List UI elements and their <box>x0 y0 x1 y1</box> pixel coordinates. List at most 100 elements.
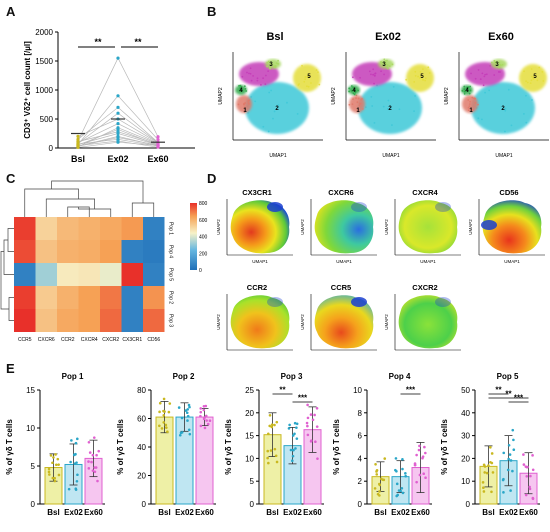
panel-a-point-bsl <box>76 142 80 146</box>
panel-b-cell-dot <box>525 94 527 97</box>
panel-e-point <box>502 491 505 494</box>
panel-e-title: Pop 3 <box>281 372 303 381</box>
panel-b-cell-dot <box>461 89 464 92</box>
panel-e-point <box>383 457 387 460</box>
panel-a-point-bsl <box>76 140 80 144</box>
panel-b-cell-dot <box>493 74 496 76</box>
panel-d-high-cluster <box>351 202 367 212</box>
panel-e-ytick-label: 5 <box>31 462 36 471</box>
panel-b-cell-dot <box>267 60 270 63</box>
heatmap-cell <box>143 217 165 240</box>
panel-e-point <box>202 404 206 408</box>
panel-e-point <box>177 406 181 409</box>
panel-e-point <box>96 479 99 483</box>
panel-d-expression-cloud <box>314 200 374 254</box>
panel-e-point <box>525 474 529 478</box>
panel-b-cell-dot <box>307 85 310 88</box>
panel-b-cell-dot <box>277 59 279 62</box>
panel-e-point <box>188 432 192 436</box>
panel-b-cell-dot <box>419 71 422 73</box>
panel-e-point <box>199 410 203 414</box>
heatmap-cell <box>57 263 79 286</box>
panel-b-cell-dot <box>360 98 363 101</box>
panel-e-point <box>424 451 427 455</box>
panel-b-cell-dot <box>249 72 252 75</box>
panel-b-cell-dot <box>483 75 486 78</box>
heatmap-cell <box>121 240 143 263</box>
panel-e-ytick-label: 20 <box>137 472 146 481</box>
heatmap-cell <box>143 309 165 332</box>
panel-e-xtick-label: Bsl <box>266 508 278 517</box>
panel-e-ylabel: % of γδ T cells <box>440 419 449 475</box>
panel-b-cell-dot <box>237 103 240 106</box>
panel-b-cell-dot <box>241 75 244 78</box>
panel-e-point <box>525 465 529 469</box>
panel-e-point <box>531 496 535 500</box>
heatmap-cell <box>78 217 100 240</box>
panel-e-ytick-label: 6 <box>358 432 363 441</box>
panel-d-title: CCR2 <box>247 283 267 292</box>
panel-b-cell-dot <box>530 68 533 70</box>
heatmap-cell <box>100 309 122 332</box>
panel-b-cell-dot <box>383 62 386 65</box>
panel-b-cell-dot <box>352 98 354 101</box>
panel-e-point <box>204 414 208 418</box>
panel-b-cell-dot <box>387 99 390 102</box>
panel-b-cell-dot <box>270 63 273 66</box>
heatmap-col-label: CXCR4 <box>81 337 98 343</box>
panel-b-cell-dot <box>374 72 376 75</box>
panel-b-cell-dot <box>523 112 525 115</box>
panel-e-point <box>48 473 51 476</box>
panel-b-cell-dot <box>264 74 267 77</box>
panel-d-umap-cxcr6: CXCR6 UMAP2 UMAP1 <box>300 188 377 264</box>
panel-b-cell-dot <box>304 76 307 78</box>
panel-e-point <box>522 463 526 466</box>
panel-e-title: Pop 2 <box>173 372 195 381</box>
panel-a-ytick-label: 1500 <box>35 57 53 66</box>
panel-d-umap-ccr5: CCR5 UMAP2 UMAP1 <box>300 283 377 355</box>
panel-e-point <box>88 451 92 454</box>
panel-e-point <box>417 448 421 452</box>
panel-b-cell-dot <box>383 73 385 76</box>
panel-b-cell-dot <box>240 85 243 88</box>
panel-b-xlabel: UMAP1 <box>382 153 399 159</box>
panel-b-cluster-blob <box>293 64 321 92</box>
panel-b-cell-dot <box>350 85 353 87</box>
panel-e-point <box>290 459 294 462</box>
panel-e-xtick-label: Ex60 <box>84 508 103 517</box>
panel-e-point <box>51 461 54 465</box>
panel-a-ytick-label: 0 <box>49 144 54 153</box>
panel-b-cell-dot <box>359 76 361 79</box>
panel-b-cell-dot <box>370 73 372 76</box>
panel-b-cluster-label: 3 <box>269 62 273 68</box>
panel-d-high-cluster <box>435 297 451 307</box>
panel-b-cell-dot <box>243 85 246 88</box>
heatmap-cell <box>78 240 100 263</box>
panel-e-point <box>528 487 532 491</box>
panel-b-cell-dot <box>413 80 416 83</box>
panel-b-cluster-blob <box>358 82 422 134</box>
panel-b-cell-dot <box>353 88 356 91</box>
panel-e-point <box>481 481 485 484</box>
panel-b-cell-dot <box>296 113 299 115</box>
heatmap-cell <box>57 286 79 309</box>
panel-b-cell-dot <box>510 124 513 127</box>
panel-e-sig-label: ** <box>279 386 286 395</box>
panel-b-cell-dot <box>481 118 483 121</box>
panel-b-cell-dot <box>468 92 471 95</box>
panel-b-cell-dot <box>355 94 358 97</box>
panel-e-point <box>73 462 77 465</box>
panel-e-point <box>269 449 273 452</box>
panel-b-cell-dot <box>267 70 270 73</box>
panel-e-pop-1: Pop 1 0 5 10 15 % of γδ T cells Bsl Ex02 Ex60 <box>5 372 105 517</box>
panel-d-ylabel: UMAP2 <box>300 314 305 330</box>
panel-d-expression-cloud <box>314 295 374 349</box>
panel-b-cell-dot <box>372 73 375 76</box>
panel-e-point <box>509 489 512 492</box>
panel-b-cell-dot <box>385 63 388 66</box>
heatmap-scale-label: 800 <box>199 201 208 207</box>
heatmap-cell <box>57 309 79 332</box>
panel-e-ytick-label: 20 <box>245 409 254 418</box>
panel-e-point <box>314 440 317 444</box>
panel-d-ylabel: UMAP2 <box>468 219 473 235</box>
